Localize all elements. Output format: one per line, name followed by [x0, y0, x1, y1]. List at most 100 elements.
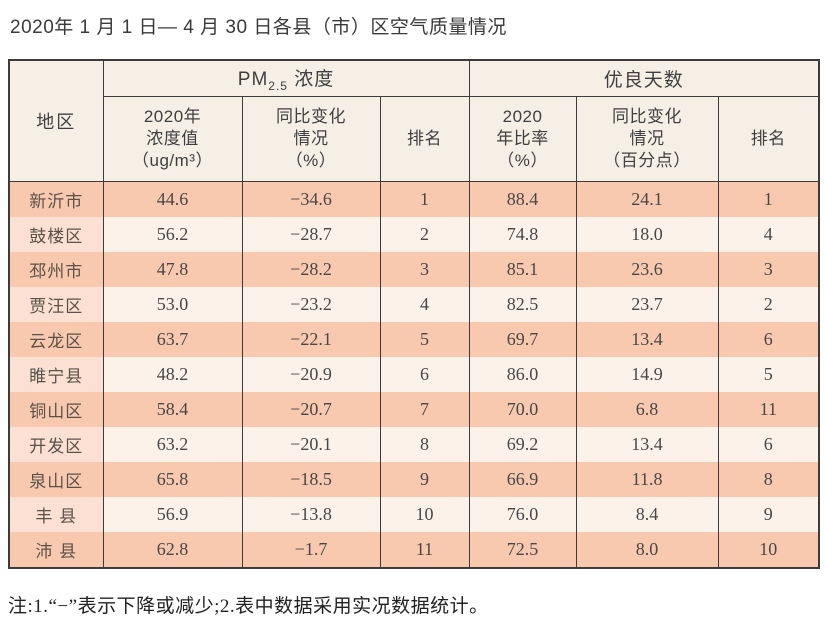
cell-region: 邳州市: [8, 252, 104, 287]
table-row: 鼓楼区 56.2 −28.7 2 74.8 18.0 4: [8, 217, 820, 252]
cell-pm-rank: 11: [379, 532, 470, 568]
header-sub-row: 2020年 浓度值 （ug/m³） 同比变化 情况 （%） 排名 2020 年比…: [9, 96, 820, 182]
table-header: 地区 PM2.5 浓度 优良天数 2020年 浓度值 （ug/m³） 同比变化 …: [8, 59, 820, 182]
cell-pm-change: −22.1: [241, 322, 381, 357]
column-header-ratio: 2020 年比率 （%）: [468, 96, 577, 182]
cell-pm-value: 47.8: [102, 252, 243, 287]
cell-ratio: 85.1: [468, 252, 577, 287]
cell-pm-rank: 5: [379, 322, 470, 357]
pm25-label-prefix: PM: [237, 69, 269, 91]
cell-pm-rank: 6: [379, 357, 470, 392]
cell-pm-change: −20.9: [241, 357, 381, 392]
table-row: 开发区 63.2 −20.1 8 69.2 13.4 6: [8, 427, 820, 462]
cell-ratio: 69.2: [468, 427, 577, 462]
cell-pm-change: −28.2: [241, 252, 381, 287]
cell-ratio: 69.7: [468, 322, 577, 357]
cell-pm-rank: 7: [379, 392, 470, 427]
cell-region: 睢宁县: [8, 357, 104, 392]
cell-pm-value: 56.9: [102, 497, 243, 532]
cell-days-change: 18.0: [575, 217, 719, 252]
cell-days-rank: 5: [717, 357, 820, 392]
cell-days-rank: 6: [717, 427, 820, 462]
cell-pm-rank: 9: [379, 462, 470, 497]
cell-pm-change: −20.1: [241, 427, 381, 462]
cell-ratio: 86.0: [468, 357, 577, 392]
cell-days-rank: 6: [717, 322, 820, 357]
cell-ratio: 66.9: [468, 462, 577, 497]
pm25-label-subscript: 2.5: [268, 78, 288, 93]
column-header-pm-change: 同比变化 情况 （%）: [241, 96, 381, 182]
cell-pm-rank: 8: [379, 427, 470, 462]
air-quality-table: 地区 PM2.5 浓度 优良天数 2020年 浓度值 （ug/m³） 同比变化 …: [8, 59, 821, 569]
cell-pm-rank: 1: [379, 181, 470, 217]
cell-ratio: 72.5: [468, 532, 577, 568]
table-row: 新沂市 44.6 −34.6 1 88.4 24.1 1: [8, 181, 820, 217]
cell-ratio: 70.0: [468, 392, 577, 427]
cell-region: 贾汪区: [8, 287, 104, 322]
cell-pm-value: 65.8: [102, 462, 243, 497]
column-header-days-rank: 排名: [717, 96, 820, 182]
cell-pm-change: −23.2: [241, 287, 381, 322]
cell-region: 铜山区: [8, 392, 104, 427]
cell-pm-value: 53.0: [102, 287, 243, 322]
cell-pm-rank: 10: [379, 497, 470, 532]
cell-days-rank: 4: [717, 217, 820, 252]
column-group-pm25: PM2.5 浓度: [102, 59, 470, 97]
cell-ratio: 76.0: [468, 497, 577, 532]
cell-days-change: 8.4: [575, 497, 719, 532]
cell-pm-change: −18.5: [241, 462, 381, 497]
table-row: 云龙区 63.7 −22.1 5 69.7 13.4 6: [8, 322, 820, 357]
cell-days-rank: 1: [717, 181, 820, 217]
table-row: 贾汪区 53.0 −23.2 4 82.5 23.7 2: [8, 287, 820, 322]
column-header-pm-value: 2020年 浓度值 （ug/m³）: [102, 96, 243, 182]
cell-days-rank: 10: [717, 532, 820, 568]
cell-days-change: 24.1: [575, 181, 719, 217]
cell-ratio: 88.4: [468, 181, 577, 217]
cell-pm-value: 62.8: [102, 532, 243, 568]
cell-pm-rank: 4: [379, 287, 470, 322]
cell-days-rank: 11: [717, 392, 820, 427]
cell-pm-change: −28.7: [241, 217, 381, 252]
cell-days-rank: 9: [717, 497, 820, 532]
pm25-label-suffix: 浓度: [287, 69, 335, 91]
table-row: 丰 县 56.9 −13.8 10 76.0 8.4 9: [8, 497, 820, 532]
cell-days-rank: 8: [717, 462, 820, 497]
cell-pm-value: 63.7: [102, 322, 243, 357]
cell-days-change: 23.7: [575, 287, 719, 322]
column-header-pm-rank: 排名: [379, 96, 470, 182]
column-header-days-change: 同比变化 情况 （百分点）: [575, 96, 719, 182]
cell-days-change: 14.9: [575, 357, 719, 392]
cell-pm-rank: 2: [379, 217, 470, 252]
table-row: 睢宁县 48.2 −20.9 6 86.0 14.9 5: [8, 357, 820, 392]
table-row: 泉山区 65.8 −18.5 9 66.9 11.8 8: [8, 462, 820, 497]
header-group-row: 地区 PM2.5 浓度 优良天数: [8, 59, 820, 182]
cell-region: 泉山区: [8, 462, 104, 497]
footnote: 注:1.“−”表示下降或减少;2.表中数据采用实况数据统计。: [8, 596, 489, 617]
column-header-region: 地区: [8, 59, 104, 182]
cell-pm-change: −34.6: [241, 181, 381, 217]
page-title: 2020年 1 月 1 日— 4 月 30 日各县（市）区空气质量情况: [10, 17, 507, 38]
cell-days-change: 23.6: [575, 252, 719, 287]
cell-pm-value: 63.2: [102, 427, 243, 462]
cell-region: 鼓楼区: [8, 217, 104, 252]
cell-pm-value: 56.2: [102, 217, 243, 252]
cell-pm-value: 48.2: [102, 357, 243, 392]
cell-region: 沛 县: [8, 532, 104, 568]
cell-days-change: 6.8: [575, 392, 719, 427]
cell-days-rank: 2: [717, 287, 820, 322]
cell-days-change: 11.8: [575, 462, 719, 497]
table-body: 新沂市 44.6 −34.6 1 88.4 24.1 1 鼓楼区 56.2 −2…: [8, 181, 820, 568]
cell-region: 开发区: [8, 427, 104, 462]
cell-ratio: 74.8: [468, 217, 577, 252]
cell-pm-change: −20.7: [241, 392, 381, 427]
cell-pm-rank: 3: [379, 252, 470, 287]
cell-region: 新沂市: [8, 181, 104, 217]
cell-region: 云龙区: [8, 322, 104, 357]
cell-days-change: 13.4: [575, 322, 719, 357]
cell-pm-change: −13.8: [241, 497, 381, 532]
table-row: 沛 县 62.8 −1.7 11 72.5 8.0 10: [8, 532, 820, 568]
cell-ratio: 82.5: [468, 287, 577, 322]
table-row: 邳州市 47.8 −28.2 3 85.1 23.6 3: [8, 252, 820, 287]
cell-days-change: 13.4: [575, 427, 719, 462]
